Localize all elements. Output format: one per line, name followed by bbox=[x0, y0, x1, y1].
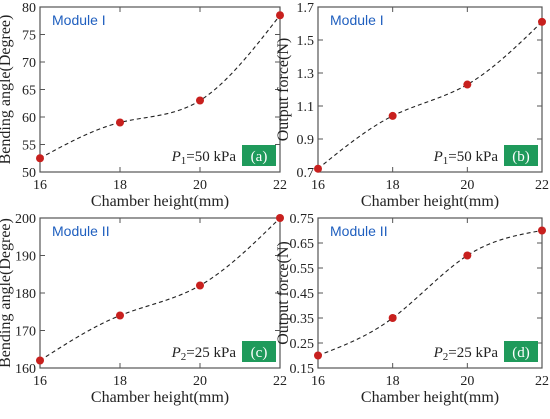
panel-badge bbox=[504, 145, 538, 166]
panel-label: (d) bbox=[512, 345, 530, 361]
data-point bbox=[314, 164, 322, 173]
data-point bbox=[36, 154, 44, 163]
x-tick-label: 20 bbox=[193, 374, 207, 389]
panel-badge bbox=[242, 341, 276, 362]
fit-curve bbox=[39, 14, 281, 159]
data-point bbox=[276, 214, 284, 222]
panel-badge bbox=[242, 145, 276, 166]
fit-curve bbox=[317, 21, 543, 170]
y-tick-label: 0.15 bbox=[290, 362, 315, 377]
data-point bbox=[36, 356, 44, 365]
data-point bbox=[463, 80, 472, 89]
data-point bbox=[538, 226, 546, 235]
pressure-annotation: P2=25 kPa bbox=[171, 345, 237, 363]
y-tick-label: 0.65 bbox=[290, 237, 315, 252]
y-tick-label: 75 bbox=[22, 29, 36, 44]
x-tick-label: 16 bbox=[33, 178, 47, 193]
x-axis-label: Chamber height(mm) bbox=[361, 389, 499, 406]
y-tick-label: 60 bbox=[22, 111, 36, 126]
pressure-annotation: P1=50 kPa bbox=[433, 149, 499, 167]
x-tick-label: 22 bbox=[535, 178, 549, 193]
y-tick-label: 190 bbox=[15, 250, 36, 265]
data-point bbox=[276, 11, 284, 20]
chart-panel: 16 18 20 22 0.7 0.9 1.1 1.3 1.5 1.7 Chamber height… bbox=[275, 1, 549, 210]
y-tick-label: 200 bbox=[15, 212, 36, 227]
plot-frame bbox=[317, 6, 543, 173]
y-tick-label: 160 bbox=[15, 362, 36, 377]
x-tick-label: 18 bbox=[113, 178, 127, 193]
y-axis-label: Bending angle(Degree) bbox=[0, 15, 14, 165]
x-tick-label: 20 bbox=[460, 178, 474, 193]
x-tick-label: 18 bbox=[113, 374, 127, 389]
x-axis-label: Chamber height(mm) bbox=[91, 193, 229, 210]
y-tick-label: 0.35 bbox=[290, 312, 315, 327]
y-tick-label: 55 bbox=[22, 139, 36, 154]
x-axis-label: Chamber height(mm) bbox=[91, 389, 229, 406]
y-tick-label: 1.5 bbox=[297, 34, 315, 49]
pressure-annotation: P2=25 kPa bbox=[433, 345, 499, 363]
x-tick-label: 16 bbox=[33, 374, 47, 389]
x-axis-label: Chamber height(mm) bbox=[361, 193, 499, 210]
y-tick-label: 1.3 bbox=[297, 67, 315, 82]
data-point bbox=[463, 251, 472, 260]
y-tick-label: 170 bbox=[15, 325, 36, 340]
y-tick-label: 0.75 bbox=[290, 212, 315, 227]
data-point bbox=[116, 118, 124, 127]
y-tick-label: 0.45 bbox=[290, 287, 315, 302]
module-label: Module I bbox=[330, 12, 384, 28]
data-point bbox=[196, 96, 204, 105]
y-axis-label: Output force(N) bbox=[275, 241, 292, 345]
x-tick-label: 16 bbox=[311, 374, 325, 389]
data-point bbox=[116, 311, 124, 320]
y-tick-label: 50 bbox=[22, 166, 36, 181]
panel-label: (c) bbox=[251, 345, 268, 361]
chart-panel: 16 18 20 22 50 55 60 65 70 75 80 Chamber height(mm)… bbox=[0, 1, 287, 210]
y-tick-label: 1.7 bbox=[297, 1, 315, 16]
y-tick-label: 0.7 bbox=[297, 166, 315, 181]
fit-curve bbox=[39, 217, 281, 361]
x-tick-label: 22 bbox=[273, 374, 287, 389]
data-point bbox=[538, 17, 546, 26]
y-tick-label: 80 bbox=[22, 1, 36, 16]
y-tick-label: 65 bbox=[22, 84, 36, 99]
panel-badge bbox=[504, 341, 538, 362]
y-tick-label: 0.9 bbox=[297, 133, 315, 148]
data-point bbox=[388, 111, 397, 120]
x-tick-label: 22 bbox=[535, 374, 549, 389]
x-tick-label: 16 bbox=[311, 178, 325, 193]
data-point bbox=[314, 351, 322, 360]
y-tick-label: 0.25 bbox=[290, 337, 315, 352]
data-point bbox=[196, 281, 204, 290]
x-tick-label: 18 bbox=[386, 374, 400, 389]
fit-curve bbox=[317, 229, 543, 357]
x-tick-label: 20 bbox=[460, 374, 474, 389]
x-tick-label: 22 bbox=[273, 178, 287, 193]
chart-panel: 16 18 20 220.150.250.350.450.550.650.75Cham… bbox=[275, 212, 549, 406]
y-tick-label: 70 bbox=[22, 56, 36, 71]
pressure-annotation: P1=50 kPa bbox=[171, 149, 237, 167]
y-tick-label: 0.55 bbox=[290, 262, 315, 277]
data-point bbox=[388, 314, 397, 322]
module-label: Module II bbox=[330, 223, 388, 239]
module-label: Module I bbox=[52, 12, 106, 28]
chart-panel: 16 18 20 22 160 170 180 190 200 Chamber height(mm… bbox=[0, 212, 287, 406]
y-axis-label: Bending angle(Degree) bbox=[0, 218, 14, 368]
y-tick-label: 1.1 bbox=[297, 100, 315, 115]
module-label: Module II bbox=[52, 223, 110, 239]
y-axis-label: Output force(N) bbox=[275, 38, 292, 142]
x-tick-label: 20 bbox=[193, 178, 207, 193]
panel-label: (b) bbox=[512, 149, 530, 165]
panel-label: (a) bbox=[251, 149, 268, 165]
y-tick-label: 180 bbox=[15, 287, 36, 302]
x-tick-label: 18 bbox=[386, 178, 400, 193]
